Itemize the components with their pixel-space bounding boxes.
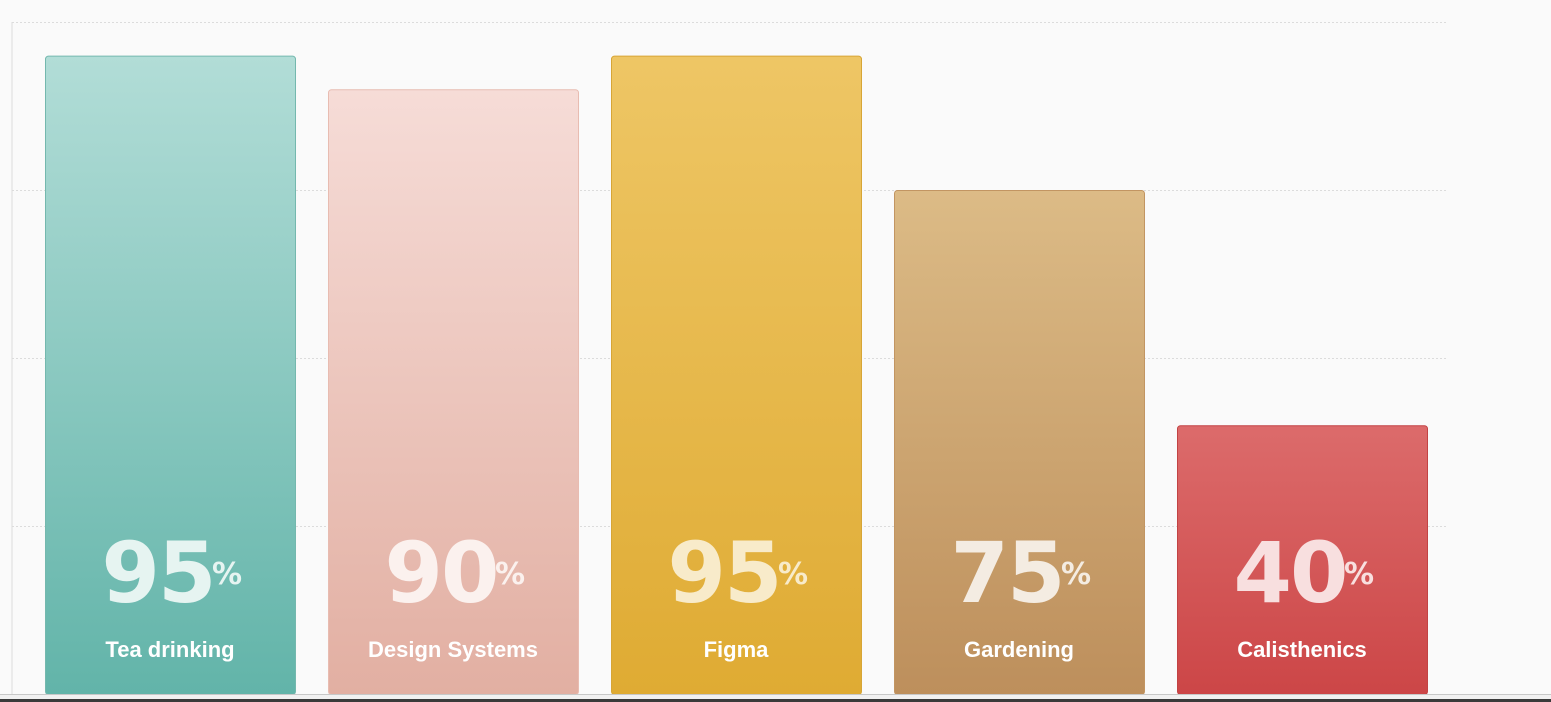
- bar-category-label: Gardening: [964, 637, 1074, 662]
- bar-category-label: Calisthenics: [1237, 637, 1367, 662]
- taskbar-edge: [0, 699, 1551, 702]
- bar-value-label: 95: [668, 524, 781, 622]
- window-bottom-edge: [0, 694, 1551, 702]
- bar-category-label: Tea drinking: [105, 637, 234, 662]
- bar-percent-sign: %: [778, 557, 808, 592]
- bar-percent-sign: %: [1344, 557, 1374, 592]
- bar-value-label: 90: [385, 524, 498, 622]
- bar-group: 95% Tea drinking: [45, 55, 296, 696]
- bar-group: 90% Design Systems: [328, 89, 579, 695]
- bar-percent-sign: %: [212, 557, 242, 592]
- bar-group: 95% Figma: [611, 55, 862, 696]
- bar-group: 40% Calisthenics: [1177, 425, 1428, 695]
- bar-group: 75% Gardening: [894, 190, 1145, 695]
- bar-category-label: Figma: [704, 637, 770, 662]
- bar-value-label: 75: [951, 524, 1064, 622]
- bar-value-label: 40: [1234, 524, 1347, 622]
- bars: 95% Tea drinking 90% Design Systems 95% Figma…: [45, 55, 1428, 696]
- bar-percent-sign: %: [495, 557, 525, 592]
- bar-percent-sign: %: [1061, 557, 1091, 592]
- bar-category-label: Design Systems: [368, 637, 538, 662]
- bar-value-label: 95: [102, 524, 215, 622]
